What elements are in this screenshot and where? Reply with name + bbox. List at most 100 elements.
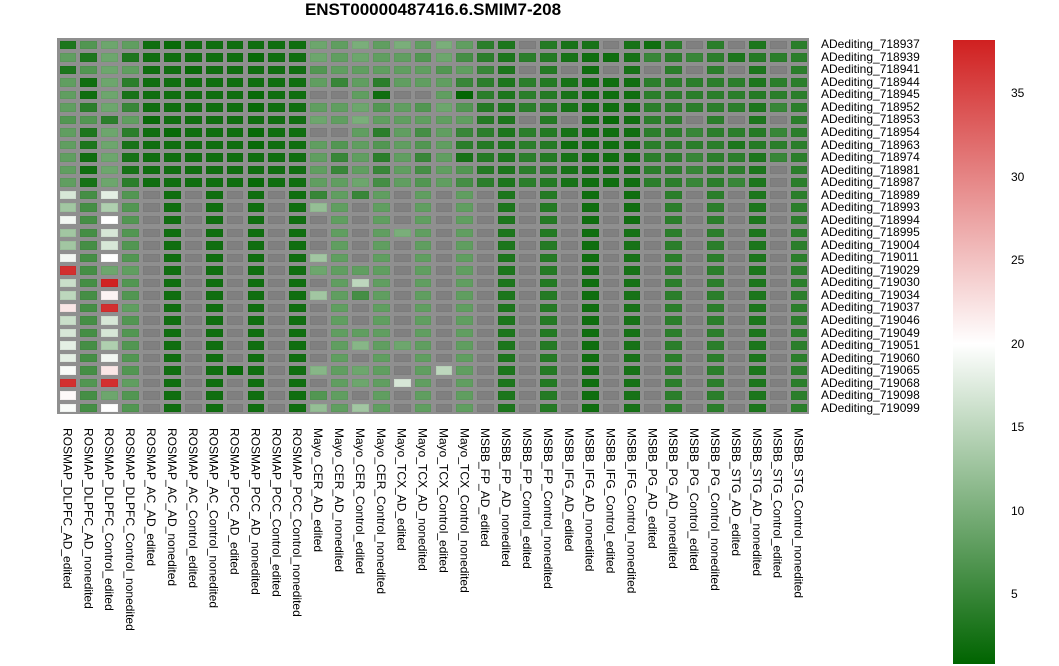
heatmap-cell	[59, 78, 77, 87]
heatmap-cell	[414, 190, 432, 200]
heatmap-cell	[769, 140, 787, 150]
row-label: ADediting_719099	[821, 400, 920, 415]
heatmap-cell	[80, 115, 98, 125]
heatmap-cell	[351, 366, 369, 375]
heatmap-cell	[163, 303, 181, 313]
heatmap-cell	[519, 391, 536, 400]
heatmap-cell	[372, 403, 390, 413]
heatmap-cell	[351, 78, 369, 87]
heatmap-cell	[247, 78, 265, 87]
heatmap-cell	[184, 53, 202, 62]
heatmap-cell	[665, 103, 683, 112]
heatmap-cell	[205, 203, 223, 212]
heatmap-cell	[519, 278, 536, 288]
heatmap-cell	[748, 178, 766, 187]
heatmap-cell	[665, 40, 683, 50]
heatmap-cell	[498, 378, 516, 388]
heatmap-cell	[393, 165, 411, 175]
heatmap-cell	[581, 203, 599, 212]
heatmap-cell	[351, 165, 369, 175]
heatmap-cell	[289, 403, 307, 413]
heatmap-cell	[101, 403, 119, 413]
heatmap-cell	[581, 366, 599, 375]
heatmap-cell	[393, 40, 411, 50]
heatmap-cell	[769, 228, 787, 238]
heatmap-cell	[790, 103, 808, 112]
heatmap-cell	[686, 241, 704, 250]
heatmap-cell	[310, 328, 328, 338]
heatmap-cell	[435, 241, 453, 250]
heatmap-cell	[247, 178, 265, 187]
heatmap-cell	[644, 341, 662, 350]
heatmap-cell	[790, 53, 808, 62]
heatmap-cell	[59, 391, 77, 400]
heatmap-cell	[80, 40, 98, 50]
heatmap-cell	[372, 353, 390, 363]
heatmap-cell	[686, 291, 704, 300]
heatmap-cell	[456, 78, 474, 87]
heatmap-cell	[205, 140, 223, 150]
heatmap-cell	[623, 366, 641, 375]
heatmap-cell	[101, 178, 119, 187]
heatmap-cell	[498, 103, 516, 112]
row-label: ADediting_719049	[821, 325, 920, 340]
heatmap-cell	[59, 190, 77, 200]
heatmap-cell	[686, 403, 704, 413]
heatmap-cell	[519, 153, 536, 162]
heatmap-cell	[707, 366, 724, 375]
heatmap-cell	[393, 378, 411, 388]
heatmap-cell	[184, 303, 202, 313]
heatmap-cell	[498, 241, 516, 250]
heatmap-cell	[268, 316, 286, 325]
heatmap-cell	[289, 78, 307, 87]
heatmap-cell	[143, 128, 160, 137]
heatmap-cell	[268, 140, 286, 150]
heatmap-cell	[769, 65, 787, 75]
heatmap-cell	[122, 366, 140, 375]
heatmap-cell	[143, 241, 160, 250]
heatmap-cell	[80, 391, 98, 400]
heatmap-cell	[560, 316, 578, 325]
heatmap-cell	[143, 328, 160, 338]
heatmap-cell	[456, 90, 474, 100]
heatmap-cell	[122, 328, 140, 338]
heatmap-cell	[372, 53, 390, 62]
heatmap-cell	[623, 215, 641, 225]
heatmap-cell	[581, 328, 599, 338]
heatmap-cell	[748, 165, 766, 175]
heatmap-cell	[707, 103, 724, 112]
heatmap-cell	[707, 215, 724, 225]
heatmap-cell	[539, 366, 557, 375]
heatmap-cell	[623, 241, 641, 250]
heatmap-cell	[727, 103, 745, 112]
heatmap-cell	[414, 341, 432, 350]
heatmap-cell	[581, 153, 599, 162]
heatmap-cell	[686, 128, 704, 137]
heatmap-cell	[372, 241, 390, 250]
heatmap-cell	[727, 90, 745, 100]
heatmap-cell	[769, 266, 787, 275]
column-label: ROSMAP_PCC_Control_nonedited	[290, 428, 305, 617]
row-label: ADediting_718952	[821, 99, 920, 114]
heatmap-cell	[247, 353, 265, 363]
heatmap-cell	[143, 266, 160, 275]
heatmap-cell	[707, 140, 724, 150]
heatmap-cell	[560, 203, 578, 212]
heatmap-cell	[122, 403, 140, 413]
heatmap-cell	[351, 391, 369, 400]
heatmap-cell	[623, 316, 641, 325]
heatmap-cell	[247, 291, 265, 300]
heatmap-cell	[707, 341, 724, 350]
heatmap-cell	[163, 328, 181, 338]
heatmap-cell	[247, 103, 265, 112]
heatmap-cell	[59, 328, 77, 338]
heatmap-cell	[707, 403, 724, 413]
heatmap-cell	[539, 53, 557, 62]
heatmap-cell	[581, 65, 599, 75]
heatmap-cell	[331, 228, 348, 238]
heatmap-cell	[560, 353, 578, 363]
heatmap-cell	[644, 366, 662, 375]
heatmap-cell	[790, 128, 808, 137]
heatmap-cell	[769, 40, 787, 50]
heatmap-cell	[498, 165, 516, 175]
